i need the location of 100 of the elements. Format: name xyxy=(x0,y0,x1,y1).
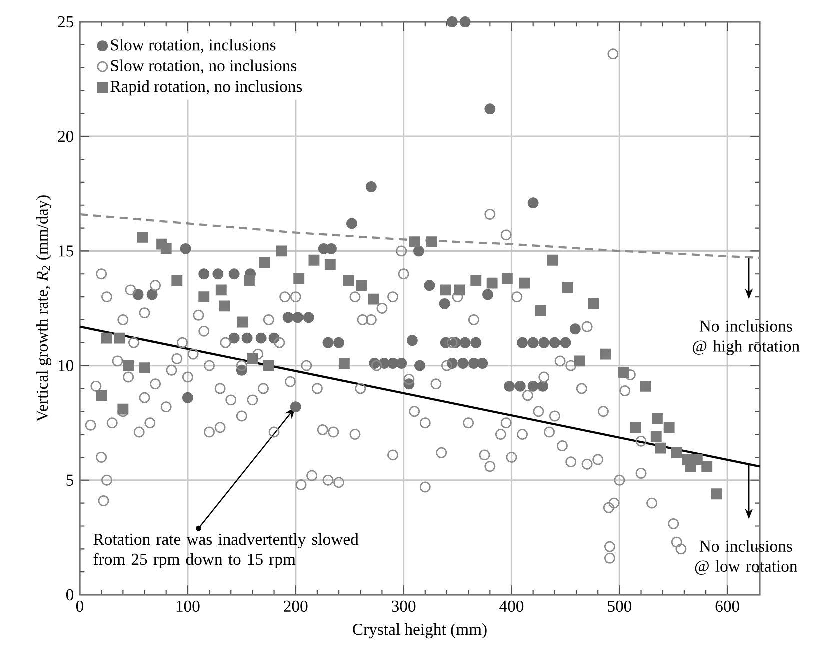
point xyxy=(460,337,471,348)
point xyxy=(368,294,380,305)
point xyxy=(118,404,129,415)
point xyxy=(477,358,488,369)
point xyxy=(650,431,662,442)
point xyxy=(486,278,498,289)
point xyxy=(396,358,408,369)
y-tick-label: 25 xyxy=(58,16,74,28)
y-axis-title: Vertical growth rate, R$_{2}$ (mm/day) xyxy=(36,196,52,422)
y-tick-label: 0 xyxy=(66,589,74,601)
point xyxy=(528,198,539,209)
point xyxy=(502,273,513,284)
point xyxy=(514,380,526,392)
x-tick-label: 0 xyxy=(76,600,84,612)
point xyxy=(664,422,675,434)
point xyxy=(263,360,274,372)
point xyxy=(96,390,108,402)
point xyxy=(482,289,494,300)
point xyxy=(198,292,210,303)
point xyxy=(324,259,336,270)
point xyxy=(366,182,377,192)
point xyxy=(228,332,240,344)
point xyxy=(484,104,496,115)
point xyxy=(458,358,469,369)
point xyxy=(439,298,450,310)
point xyxy=(519,278,530,289)
point xyxy=(652,413,663,424)
point xyxy=(114,332,126,344)
x-tick-label: 600 xyxy=(716,600,740,612)
y-tick-label: 20 xyxy=(58,130,74,142)
point xyxy=(538,337,550,348)
x-tick-label: 300 xyxy=(392,600,416,612)
annotation: No inclusions @ low rotation xyxy=(695,540,798,575)
legend-label: Slow rotation, inclusions xyxy=(111,39,276,54)
point xyxy=(219,300,230,312)
point xyxy=(343,276,354,286)
point xyxy=(406,335,418,346)
y-tick-label: 5 xyxy=(66,474,74,486)
point xyxy=(322,337,334,348)
point xyxy=(468,358,480,369)
point xyxy=(290,402,302,413)
point xyxy=(326,243,337,254)
point xyxy=(160,243,172,254)
point xyxy=(303,312,314,324)
point xyxy=(102,332,112,344)
point xyxy=(172,276,183,286)
point xyxy=(338,358,350,369)
point xyxy=(356,280,368,292)
point xyxy=(574,356,586,367)
point xyxy=(228,268,240,280)
point xyxy=(446,16,458,28)
point xyxy=(426,236,438,248)
point xyxy=(282,312,294,324)
point xyxy=(216,284,227,296)
point xyxy=(137,232,148,243)
point xyxy=(238,316,248,328)
legend-label: Slow rotation, no inclusions xyxy=(111,60,297,74)
point xyxy=(600,348,612,360)
point xyxy=(528,337,539,348)
point xyxy=(671,447,682,458)
point xyxy=(182,392,194,404)
x-tick-label: 100 xyxy=(176,600,200,612)
point xyxy=(517,337,528,348)
point xyxy=(535,305,546,316)
x-tick-label: 400 xyxy=(500,600,524,612)
x-tick-label: 500 xyxy=(608,600,632,612)
point xyxy=(123,360,134,372)
point xyxy=(547,254,558,266)
point xyxy=(711,488,722,500)
point xyxy=(630,422,642,434)
point xyxy=(242,332,253,344)
point xyxy=(570,324,581,335)
point xyxy=(146,289,158,300)
legend-label: Rapid rotation, no inclusions xyxy=(110,80,302,96)
point xyxy=(560,337,572,348)
line-series xyxy=(78,213,762,260)
y-tick-label: 15 xyxy=(58,246,74,257)
point xyxy=(504,380,516,392)
point xyxy=(460,16,471,28)
point xyxy=(409,236,420,248)
point xyxy=(212,268,224,280)
point xyxy=(180,243,192,254)
point xyxy=(256,332,267,344)
annotation: No inclusions @ high rotation xyxy=(693,320,800,356)
x-tick-label: 200 xyxy=(284,600,308,612)
point xyxy=(198,268,210,280)
point xyxy=(538,380,549,392)
point xyxy=(470,337,482,348)
point xyxy=(346,218,358,230)
point xyxy=(294,273,305,284)
point xyxy=(132,289,144,300)
x-axis-title: Crystal height (mm) xyxy=(353,623,487,639)
point xyxy=(424,280,436,292)
point xyxy=(702,461,713,472)
point xyxy=(528,380,539,392)
point xyxy=(640,380,652,392)
point xyxy=(388,358,398,369)
point xyxy=(588,298,600,310)
point xyxy=(549,337,560,348)
point xyxy=(244,276,255,286)
